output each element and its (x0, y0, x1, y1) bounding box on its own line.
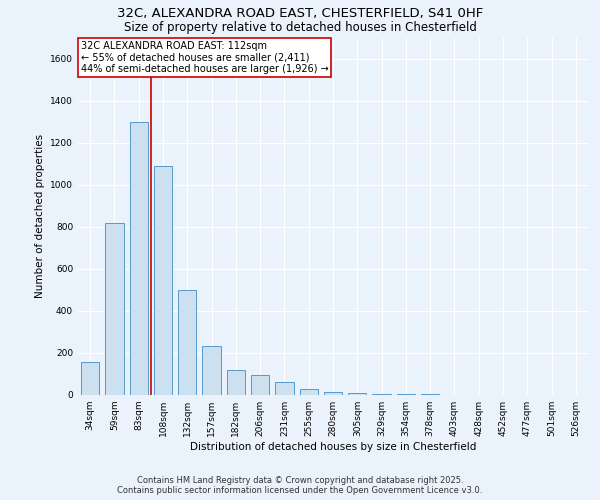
Text: Size of property relative to detached houses in Chesterfield: Size of property relative to detached ho… (124, 21, 476, 34)
Bar (130, 122, 148, 395)
Bar (373, 394, 391, 395)
X-axis label: Distribution of detached houses by size in Chesterfield: Distribution of detached houses by size … (190, 442, 476, 452)
Bar (106, 222, 124, 395)
Text: Contains HM Land Registry data © Crown copyright and database right 2025.
Contai: Contains HM Land Registry data © Crown c… (118, 476, 482, 495)
Bar (397, 394, 415, 395)
Bar (81, 362, 99, 395)
Text: 32C, ALEXANDRA ROAD EAST, CHESTERFIELD, S41 0HF: 32C, ALEXANDRA ROAD EAST, CHESTERFIELD, … (117, 8, 483, 20)
Text: 32C ALEXANDRA ROAD EAST: 112sqm
← 55% of detached houses are smaller (2,411)
44%: 32C ALEXANDRA ROAD EAST: 112sqm ← 55% of… (80, 41, 328, 74)
Y-axis label: Number of detached properties: Number of detached properties (35, 134, 44, 298)
Bar (348, 394, 367, 395)
Bar (178, 290, 196, 395)
Bar (299, 388, 318, 395)
Bar (251, 375, 269, 395)
Bar (227, 370, 245, 395)
Bar (324, 392, 342, 395)
Bar (421, 394, 439, 395)
Bar (154, 166, 172, 395)
Bar (275, 382, 293, 395)
Bar (202, 346, 221, 395)
